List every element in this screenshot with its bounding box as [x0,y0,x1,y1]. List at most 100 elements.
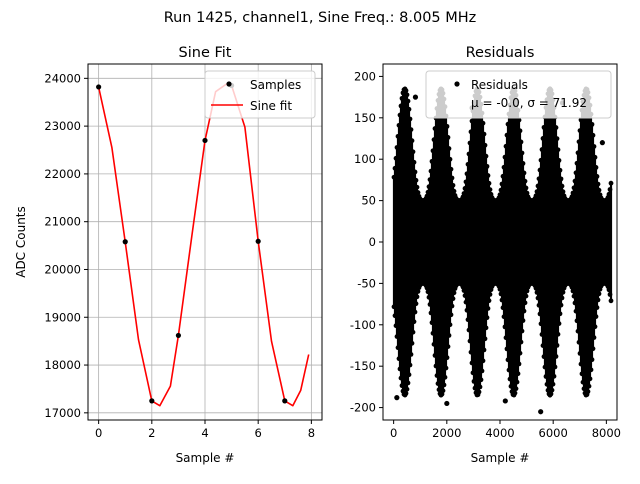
residual-point [447,156,453,162]
residual-point [585,389,591,394]
residual-point [590,346,596,352]
residual-point [502,398,508,404]
residual-point [412,309,418,315]
legend-sine-fit-label: Sine fit [250,99,292,113]
sample-point [255,238,261,244]
residual-point [444,355,450,361]
residual-point [406,372,412,378]
residual-point [558,302,564,308]
sine-fit-data [96,82,310,407]
residual-point [486,180,492,186]
sine-fit-x-tick-label: 4 [201,426,208,440]
residual-point [447,322,453,328]
residual-point [596,187,602,193]
residual-point [553,125,559,130]
residual-point [521,308,527,314]
residual-point [548,391,554,397]
residual-point [481,131,487,137]
residual-point [595,297,601,303]
residual-point [394,395,400,401]
residual-point [515,371,521,377]
residual-point [521,170,527,176]
residuals-y-tick-label: -150 [350,359,376,373]
residuals-y-tick-label: 200 [354,69,376,83]
residual-point [553,354,559,359]
residual-point [549,387,555,393]
residual-point [593,165,599,170]
residual-point [411,159,417,165]
residual-point [590,132,596,138]
residual-point [524,288,530,294]
residual-point [520,161,526,166]
legend-residuals-label: Residuals [471,78,528,92]
residual-point [444,123,450,129]
sine-fit-x-tick-label: 0 [95,426,102,440]
residual-point [451,290,457,296]
residual-point [551,373,557,379]
sine-fit-x-tick-label: 8 [308,426,315,440]
sine-fit-title: Sine Fit [179,45,232,61]
residual-point [592,154,598,160]
residual-point [554,342,560,348]
residual-point [405,380,411,386]
sine-fit-ticks: 0 2 4 6 8 17000 18000 19000 20000 21000 22000 23000… [44,71,315,440]
residual-point [445,134,451,140]
residuals-legend-box [425,70,612,119]
residuals-xlabel: Sample # [471,451,530,465]
residuals-title: Residuals [466,45,535,61]
residual-point [486,298,492,304]
residual-point [599,140,605,146]
residual-point [403,390,409,396]
residual-point [413,301,419,307]
legend-residuals-marker [454,81,460,87]
sample-point [122,239,128,245]
residual-point [538,409,544,415]
residuals-y-tick-label: 50 [361,194,376,208]
residual-point [558,176,564,182]
residual-point [415,289,421,294]
sample-point [282,398,288,404]
sine-fit-y-tick-label: 24000 [44,71,81,85]
residuals-panel: Residuals 0 2000 4000 6000 8000-200-150-100-… [350,45,621,465]
residuals-data [391,86,614,415]
sine-fit-line [97,83,310,407]
residual-point [410,149,416,155]
residual-point [448,166,454,172]
residual-point [404,386,410,392]
sine-fit-x-tick-label: 6 [255,426,262,440]
residuals-ticks: 0 2000 4000 6000 8000 -200 -150 -100 -50 0 50 100 15… [350,69,621,440]
residual-point [441,382,447,388]
residual-point [518,139,524,145]
residual-point [554,136,560,142]
residual-point [559,183,565,189]
residual-point [608,298,614,304]
residual-point [407,116,413,122]
residual-point [487,292,493,297]
sample-point [149,398,155,404]
residuals-x-tick-label: 6000 [539,426,568,440]
residual-point [556,158,562,163]
residual-point [414,184,420,190]
residual-point [519,150,525,156]
residuals-y-tick-label: 0 [369,235,376,249]
residual-point [523,293,529,299]
legend-samples-marker [226,81,232,87]
legend-samples-label: Samples [250,78,301,92]
residual-point [589,357,595,363]
residual-point [592,324,598,330]
residual-point [444,400,450,407]
residuals-y-tick-label: -100 [350,318,376,332]
residual-point [560,189,566,195]
residual-point [413,177,419,183]
residual-point [409,340,415,346]
residual-point [410,329,416,335]
residual-point [552,364,558,370]
residual-point [480,120,486,126]
sine-fit-xlabel: Sample # [176,451,235,465]
sine-fit-y-tick-label: 18000 [44,358,81,372]
residual-point [586,383,592,389]
sine-fit-x-tick-label: 2 [148,426,155,440]
residual-point [519,328,525,334]
residuals-x-tick-label: 0 [390,426,397,440]
residual-point [450,296,456,302]
